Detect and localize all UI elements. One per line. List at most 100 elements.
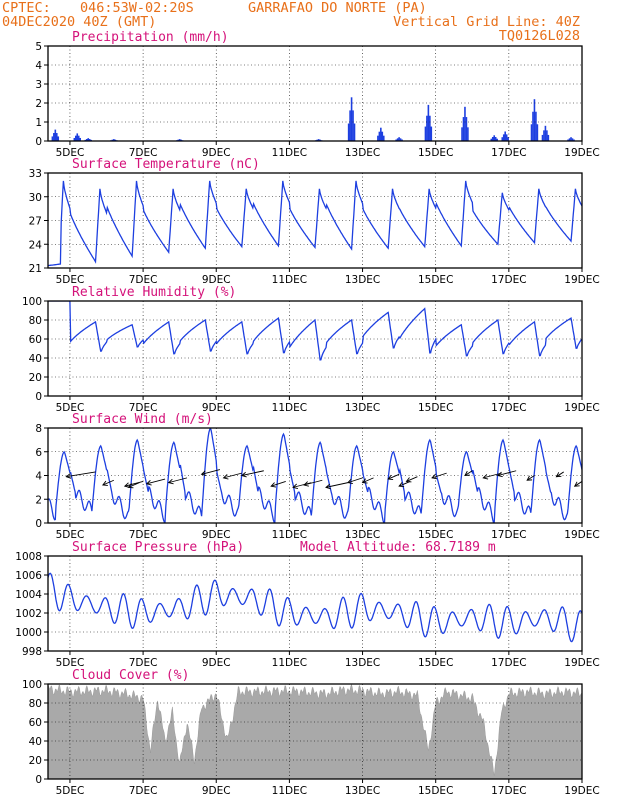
precip-bar-5-2 [317, 139, 320, 141]
wind-arrow-17 [406, 476, 418, 482]
precip-bar-4-3 [180, 139, 182, 141]
precip-bar-10-1 [462, 117, 465, 141]
header-location: GARRAFAO DO NORTE (PA) [248, 0, 427, 16]
ytick-label-wind-0: 0 [35, 518, 42, 530]
xtick-label-cloud-0: 5DEC [56, 785, 85, 797]
xtick-label-cloud-6: 17DEC [491, 785, 526, 797]
xtick-label-wind-5: 15DEC [418, 529, 453, 541]
wind-arrowhead-8 [240, 471, 247, 478]
wind-arrow-7 [223, 472, 242, 479]
ytick-label-temperature-3: 30 [29, 192, 42, 204]
frame-humidity [47, 300, 583, 397]
wind-arrow-13 [347, 477, 363, 484]
panel-title-cloud: Cloud Cover (%) [72, 668, 189, 683]
ytick-label-wind-3: 6 [35, 447, 42, 459]
ytick-label-wind-2: 4 [35, 471, 42, 483]
xtick-label-precipitation-2: 9DEC [202, 147, 231, 159]
frame-pressure [47, 555, 583, 652]
wind-arrowhead-13 [347, 478, 353, 484]
ytick-label-pressure-1: 1000 [15, 627, 42, 639]
ytick-label-pressure-0: 998 [22, 646, 42, 658]
wind-arrow-1 [102, 479, 115, 486]
precip-bar-1-3 [77, 135, 80, 141]
xtick-label-precipitation-0: 5DEC [56, 147, 85, 159]
wind-arrowhead-5 [167, 478, 174, 485]
humidity-line [48, 301, 582, 361]
xtick-label-cloud-3: 11DEC [272, 785, 307, 797]
wind-arrow-19 [464, 470, 473, 476]
precip-bar-6-1 [349, 110, 351, 141]
precip-bar-10-3 [465, 117, 468, 141]
precip-bar-7-1 [378, 131, 381, 141]
precip-bar-15-2 [570, 137, 572, 141]
xtick-label-pressure-6: 17DEC [491, 657, 526, 669]
xtick-label-humidity-4: 13DEC [345, 402, 380, 414]
precip-bar-7-4 [382, 135, 385, 141]
xtick-label-wind-2: 9DEC [202, 529, 231, 541]
precip-bar-9-4 [430, 126, 433, 141]
xtick-label-cloud-7: 19DEC [564, 785, 599, 797]
ytick-label-cloud-5: 100 [22, 679, 42, 691]
precip-bar-8-1 [396, 138, 399, 141]
xtick-label-humidity-7: 19DEC [564, 402, 599, 414]
xtick-label-temperature-5: 15DEC [418, 274, 453, 286]
panel-pressure: Surface Pressure (hPa) Model Altitude: 6… [15, 540, 599, 669]
temperature-line [48, 180, 582, 267]
precip-bar-7-3 [381, 131, 384, 141]
precip-bar-3-2 [113, 139, 115, 141]
ytick-label-temperature-1: 24 [29, 239, 43, 251]
panel-precipitation: Precipitation (mm/h) 0 1 2 3 4 5 5DEC 7DEC 9DEC 1… [35, 30, 599, 159]
precip-bar-0-4 [57, 136, 60, 141]
xtick-label-temperature-2: 9DEC [202, 274, 231, 286]
wind-arrow-0 [66, 471, 96, 478]
panel-annotation-altitude: Model Altitude: 68.7189 m [300, 540, 496, 555]
ytick-label-precipitation-1: 1 [35, 117, 42, 129]
wind-arrow-21 [497, 470, 517, 476]
xtick-label-precipitation-6: 17DEC [491, 147, 526, 159]
precip-bar-14-0 [541, 134, 544, 141]
precip-bar-12-0 [501, 137, 504, 141]
precip-bar-11-2 [493, 135, 496, 141]
precip-bar-13-0 [530, 124, 533, 141]
wind-arrow-12 [325, 482, 349, 488]
wind-arrowhead-0 [65, 473, 72, 479]
xtick-label-humidity-2: 9DEC [202, 402, 231, 414]
precip-bar-6-4 [353, 123, 356, 141]
wind-line [48, 428, 582, 523]
wind-arrowhead-22 [526, 475, 533, 481]
panel-title-precipitation: Precipitation (mm/h) [72, 30, 229, 45]
xtick-label-humidity-6: 17DEC [491, 402, 526, 414]
precip-bar-8-4 [401, 139, 403, 141]
ytick-label-precipitation-4: 4 [35, 60, 42, 72]
precip-bar-9-2 [427, 104, 430, 141]
precip-bar-1-1 [74, 135, 77, 141]
xtick-label-precipitation-3: 11DEC [272, 147, 307, 159]
precip-bar-10-2 [464, 106, 466, 141]
precip-bar-15-1 [568, 138, 571, 141]
panel-title-wind: Surface Wind (m/s) [72, 412, 213, 427]
ytick-label-pressure-4: 1006 [15, 570, 42, 582]
wind-arrowhead-14 [361, 478, 368, 484]
ytick-label-precipitation-2: 2 [35, 98, 42, 110]
xtick-label-precipitation-1: 7DEC [129, 147, 158, 159]
header-run-time: 04DEC2020 40Z (GMT) [2, 14, 156, 30]
xtick-label-pressure-3: 11DEC [272, 657, 307, 669]
wind-arrow-22 [526, 475, 535, 481]
xtick-label-humidity-1: 7DEC [129, 402, 158, 414]
xtick-label-pressure-5: 15DEC [418, 657, 453, 669]
wind-arrowhead-6 [200, 470, 207, 476]
precip-bar-7-0 [377, 135, 379, 141]
ytick-label-humidity-0: 0 [35, 391, 42, 403]
header-source: CPTEC: [2, 0, 51, 16]
wind-arrowhead-19 [464, 470, 470, 477]
precip-bar-13-4 [536, 124, 539, 141]
wind-arrowhead-9 [270, 482, 277, 488]
xtick-label-temperature-3: 11DEC [272, 274, 307, 286]
precip-bar-6-2 [350, 97, 353, 141]
ytick-label-precipitation-5: 5 [35, 41, 42, 53]
wind-arrowhead-20 [482, 474, 489, 480]
precip-bar-1-2 [76, 133, 79, 141]
cloud-area [48, 684, 582, 779]
wind-arrow-3 [128, 482, 140, 488]
wind-arrow-15 [387, 473, 400, 480]
